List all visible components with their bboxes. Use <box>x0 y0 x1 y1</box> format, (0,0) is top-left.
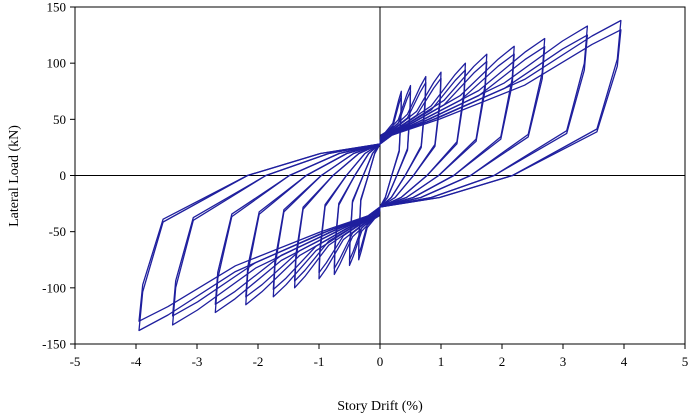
y-tick-label: -100 <box>42 280 66 295</box>
zero-lines <box>75 7 685 344</box>
x-tick-label: -3 <box>192 354 203 369</box>
x-axis-title: Story Drift (%) <box>337 399 423 414</box>
x-tick-label: 4 <box>621 354 628 369</box>
x-tick-label: 1 <box>438 354 445 369</box>
y-tick-label: 0 <box>60 168 67 183</box>
x-tick-label: -2 <box>253 354 264 369</box>
y-tick-label: -150 <box>42 337 66 352</box>
y-tick-label: 100 <box>47 56 67 71</box>
x-tick-label: 0 <box>377 354 384 369</box>
x-tick-label: -5 <box>70 354 81 369</box>
y-axis-ticks: -150 -100 -50 0 50 100 150 <box>42 0 75 352</box>
hysteresis-loop <box>138 29 622 322</box>
x-tick-label: 3 <box>560 354 567 369</box>
y-tick-label: 150 <box>47 0 67 15</box>
x-tick-label: 2 <box>499 354 506 369</box>
x-tick-label: 5 <box>682 354 689 369</box>
y-tick-label: 50 <box>53 112 66 127</box>
x-axis-ticks: -5 -4 -3 -2 -1 0 1 2 3 4 5 <box>70 344 689 369</box>
y-tick-label: -50 <box>49 224 66 239</box>
y-axis-title: Lateral Load (kN) <box>7 125 22 227</box>
hysteresis-curves <box>138 19 622 332</box>
x-tick-label: -1 <box>314 354 325 369</box>
x-tick-label: -4 <box>131 354 142 369</box>
